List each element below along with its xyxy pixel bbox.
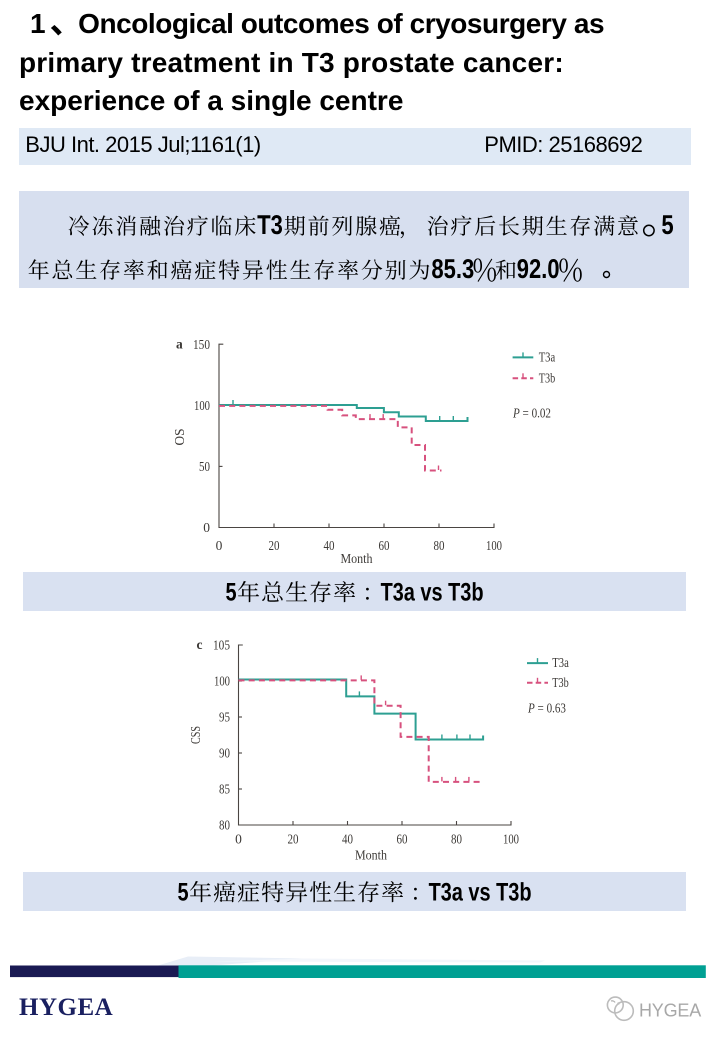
- svg-text:20: 20: [288, 832, 299, 847]
- svg-text:P = 0.63: P = 0.63: [527, 701, 566, 716]
- svg-text:Month: Month: [341, 551, 373, 566]
- svg-text:CSS: CSS: [188, 726, 203, 744]
- svg-text:0: 0: [203, 520, 210, 535]
- svg-text:150: 150: [193, 337, 210, 352]
- svg-text:40: 40: [324, 538, 335, 553]
- svg-text:95: 95: [219, 710, 230, 725]
- svg-text:T3a: T3a: [552, 655, 569, 670]
- svg-text:80: 80: [219, 818, 230, 833]
- svg-text:100: 100: [486, 538, 502, 553]
- svg-text:100: 100: [194, 398, 210, 413]
- svg-text:60: 60: [397, 832, 408, 847]
- svg-text:85: 85: [219, 782, 230, 797]
- svg-text:50: 50: [199, 459, 210, 474]
- svg-text:40: 40: [342, 832, 353, 847]
- svg-text:90: 90: [219, 746, 230, 761]
- svg-text:100: 100: [214, 674, 230, 689]
- svg-text:T3b: T3b: [552, 675, 569, 690]
- svg-text:HYGEA: HYGEA: [639, 1001, 701, 1021]
- svg-text:105: 105: [213, 638, 230, 653]
- svg-text:20: 20: [269, 538, 280, 553]
- svg-text:60: 60: [379, 538, 390, 553]
- svg-text:T3b: T3b: [539, 371, 556, 386]
- svg-text:Month: Month: [355, 848, 387, 863]
- svg-text:c: c: [197, 637, 203, 652]
- svg-text:a: a: [176, 337, 183, 352]
- svg-text:80: 80: [434, 538, 445, 553]
- svg-text:P = 0.02: P = 0.02: [512, 406, 551, 421]
- svg-text:80: 80: [451, 832, 462, 847]
- svg-text:OS: OS: [172, 429, 187, 446]
- svg-text:T3a: T3a: [539, 350, 556, 365]
- svg-text:100: 100: [503, 832, 519, 847]
- svg-text:0: 0: [235, 832, 242, 847]
- svg-text:0: 0: [216, 538, 223, 553]
